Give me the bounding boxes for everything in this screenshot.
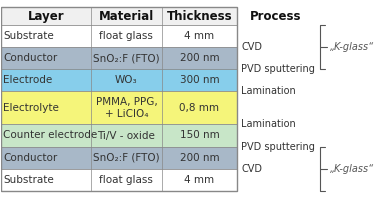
Text: 150 nm: 150 nm (180, 130, 219, 140)
Text: Electrolyte: Electrolyte (3, 103, 59, 113)
Text: Conductor: Conductor (3, 53, 57, 63)
Text: 200 nm: 200 nm (180, 53, 219, 63)
Text: Substrate: Substrate (3, 175, 54, 185)
Text: Lamination: Lamination (242, 119, 296, 129)
FancyBboxPatch shape (2, 91, 237, 124)
FancyBboxPatch shape (2, 25, 237, 47)
Text: PVD sputtering: PVD sputtering (242, 64, 315, 74)
Text: Substrate: Substrate (3, 31, 54, 41)
Text: 300 nm: 300 nm (180, 75, 219, 85)
Text: Conductor: Conductor (3, 153, 57, 163)
FancyBboxPatch shape (2, 147, 237, 169)
Text: 4 mm: 4 mm (184, 31, 215, 41)
Text: CVD: CVD (242, 164, 262, 174)
Text: Layer: Layer (28, 10, 65, 23)
Text: 0,8 mm: 0,8 mm (180, 103, 220, 113)
Text: CVD: CVD (242, 42, 262, 52)
Text: WO₃: WO₃ (115, 75, 138, 85)
Text: SnO₂:F (FTO): SnO₂:F (FTO) (93, 153, 160, 163)
FancyBboxPatch shape (2, 69, 237, 91)
Text: „K-glass“: „K-glass“ (330, 164, 374, 174)
Text: Ti/V - oxide: Ti/V - oxide (98, 130, 155, 140)
Text: 200 nm: 200 nm (180, 153, 219, 163)
FancyBboxPatch shape (2, 169, 237, 191)
Text: Lamination: Lamination (242, 86, 296, 96)
Text: Counter electrode: Counter electrode (3, 130, 98, 140)
Text: Material: Material (99, 10, 154, 23)
Text: PVD sputtering: PVD sputtering (242, 142, 315, 152)
FancyBboxPatch shape (2, 47, 237, 69)
FancyBboxPatch shape (2, 124, 237, 147)
Text: float glass: float glass (99, 175, 153, 185)
Text: „K-glass“: „K-glass“ (330, 42, 374, 52)
Text: Thickness: Thickness (167, 10, 232, 23)
Text: float glass: float glass (99, 31, 153, 41)
Text: Electrode: Electrode (3, 75, 53, 85)
Text: SnO₂:F (FTO): SnO₂:F (FTO) (93, 53, 160, 63)
Text: Process: Process (249, 10, 301, 23)
FancyBboxPatch shape (2, 7, 237, 25)
Text: 4 mm: 4 mm (184, 175, 215, 185)
Text: PMMA, PPG,
+ LiClO₄: PMMA, PPG, + LiClO₄ (96, 97, 157, 119)
